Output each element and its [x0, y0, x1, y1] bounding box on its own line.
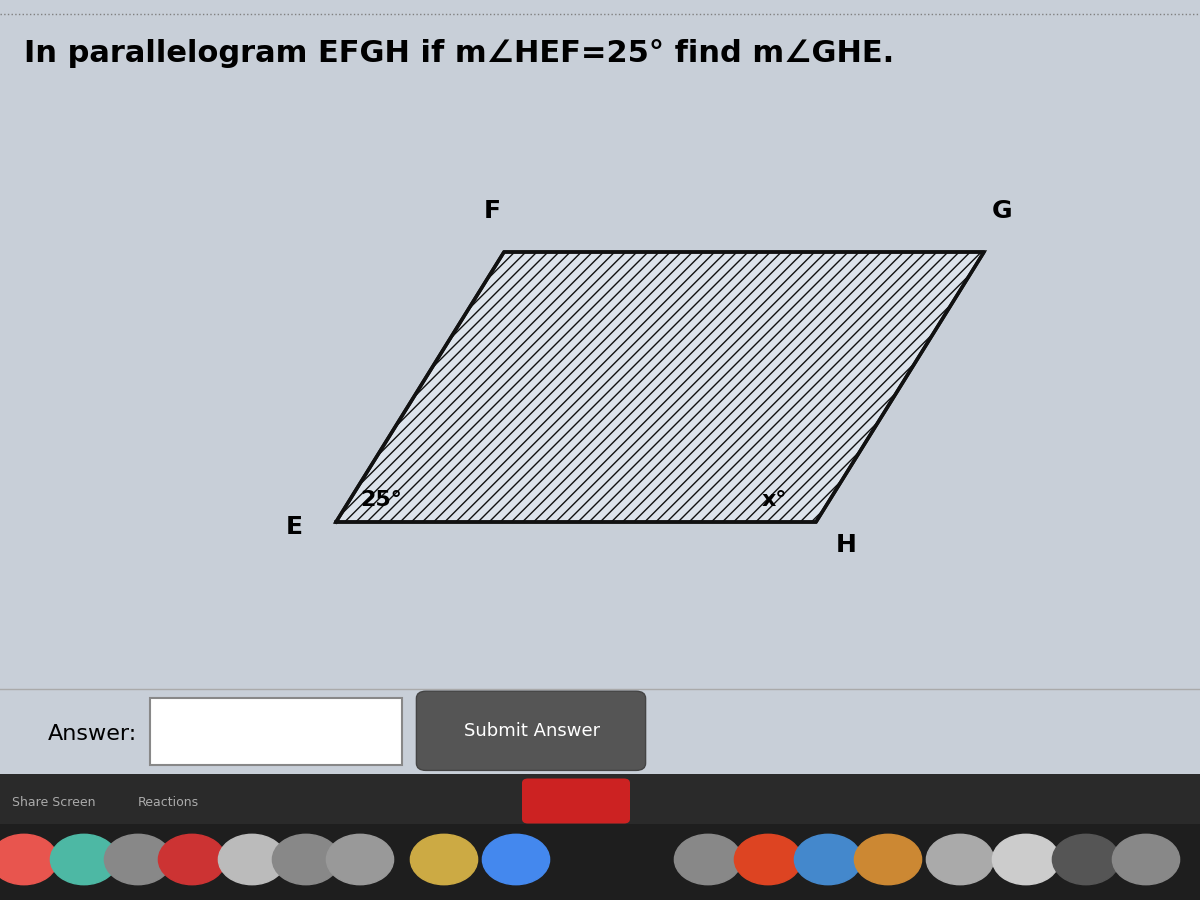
- Text: 25°: 25°: [361, 490, 402, 509]
- Circle shape: [50, 834, 118, 885]
- FancyBboxPatch shape: [150, 698, 402, 765]
- FancyBboxPatch shape: [0, 774, 1200, 900]
- Circle shape: [1052, 834, 1120, 885]
- Circle shape: [158, 834, 226, 885]
- Circle shape: [410, 834, 478, 885]
- Circle shape: [794, 834, 862, 885]
- Circle shape: [854, 834, 922, 885]
- Text: F: F: [484, 200, 500, 223]
- Text: Answer:: Answer:: [48, 724, 137, 743]
- Circle shape: [326, 834, 394, 885]
- Circle shape: [674, 834, 742, 885]
- Circle shape: [734, 834, 802, 885]
- Circle shape: [482, 834, 550, 885]
- Text: H: H: [835, 533, 857, 556]
- FancyBboxPatch shape: [0, 688, 1200, 774]
- Circle shape: [272, 834, 340, 885]
- Circle shape: [0, 834, 58, 885]
- FancyBboxPatch shape: [416, 691, 646, 770]
- Polygon shape: [336, 252, 984, 522]
- Circle shape: [926, 834, 994, 885]
- Circle shape: [104, 834, 172, 885]
- Text: Reactions: Reactions: [138, 796, 199, 809]
- FancyBboxPatch shape: [0, 774, 1200, 824]
- Circle shape: [1112, 834, 1180, 885]
- Text: x°: x°: [761, 490, 787, 509]
- FancyBboxPatch shape: [522, 778, 630, 824]
- Circle shape: [992, 834, 1060, 885]
- Text: Submit Answer: Submit Answer: [463, 722, 600, 740]
- FancyBboxPatch shape: [0, 688, 1200, 900]
- Text: G: G: [991, 200, 1013, 223]
- Text: Share Screen: Share Screen: [12, 796, 96, 809]
- Text: In parallelogram EFGH if m∠HEF=25° find m∠GHE.: In parallelogram EFGH if m∠HEF=25° find …: [24, 40, 894, 68]
- Circle shape: [218, 834, 286, 885]
- Text: E: E: [286, 515, 302, 538]
